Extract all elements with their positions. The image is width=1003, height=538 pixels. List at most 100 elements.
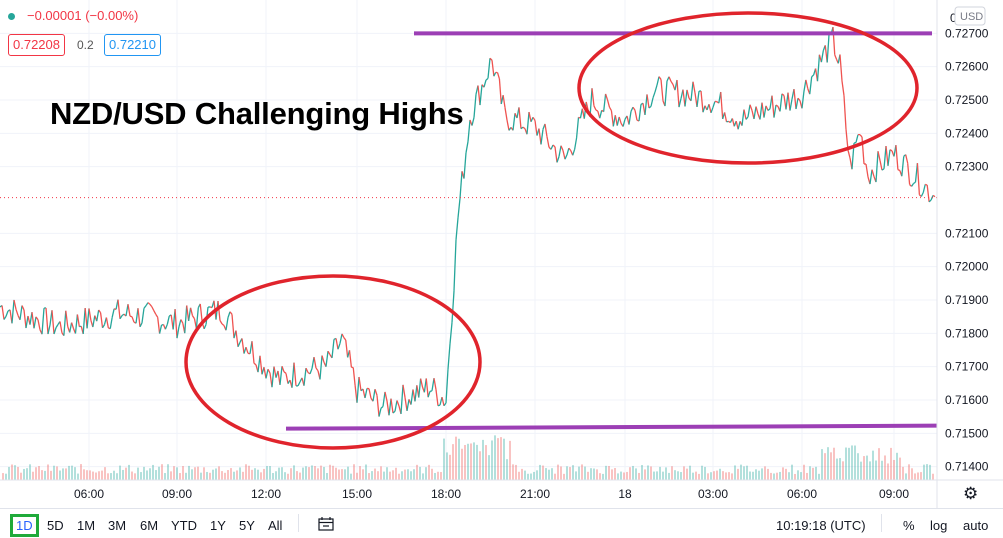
price-segment	[529, 112, 531, 122]
range-all-button[interactable]: All	[268, 518, 282, 533]
volume-bar	[848, 448, 850, 480]
volume-bar	[806, 473, 808, 480]
price-segment	[896, 145, 898, 169]
volume-bar	[317, 468, 319, 480]
volume-bar	[728, 472, 730, 480]
log-toggle[interactable]: log	[930, 518, 947, 533]
price-segment	[286, 373, 288, 383]
auto-toggle[interactable]: auto	[963, 518, 988, 533]
price-segment	[460, 171, 462, 198]
volume-bar	[224, 473, 226, 480]
volume-bar	[485, 445, 487, 480]
volume-bar	[68, 466, 70, 480]
y-tick-label: 0.71400	[945, 460, 989, 474]
sell-price-box[interactable]: 0.72208	[8, 34, 65, 56]
price-chart[interactable]: 0.7220700:42 0.727000.726000.725000.7240…	[0, 0, 1003, 508]
volume-bar	[905, 473, 907, 480]
volume-bar	[245, 464, 247, 480]
volume-bar	[491, 440, 493, 480]
price-segment	[541, 129, 543, 144]
price-segment	[596, 110, 598, 111]
volume-bar	[410, 471, 412, 480]
price-segment	[547, 137, 549, 147]
volume-bar	[290, 468, 292, 480]
price-segment	[577, 117, 579, 138]
volume-bar	[473, 442, 475, 480]
price-segment	[639, 104, 641, 121]
settings-gear-icon[interactable]: ⚙	[963, 484, 978, 503]
volume-bar	[734, 465, 736, 480]
volume-bar	[560, 466, 562, 480]
price-segment	[810, 77, 812, 94]
price-segment	[619, 117, 621, 123]
price-segment	[6, 311, 8, 316]
range-ytd-button[interactable]: YTD	[171, 518, 197, 533]
volume-bar	[101, 471, 103, 480]
volume-bar	[665, 467, 667, 480]
price-segment	[794, 89, 796, 109]
utc-clock[interactable]: 10:19:18 (UTC)	[776, 518, 866, 533]
range-1d-button[interactable]: 1D	[10, 514, 39, 537]
currency-label: USD	[960, 11, 983, 23]
volume-bar	[140, 472, 142, 480]
price-segment	[870, 170, 872, 184]
range-1y-button[interactable]: 1Y	[210, 518, 226, 533]
price-segment	[379, 408, 381, 416]
price-segment	[854, 142, 856, 143]
price-segment	[407, 399, 409, 411]
range-5d-button[interactable]: 5D	[47, 518, 64, 533]
price-segment	[594, 106, 596, 110]
price-segment	[561, 146, 563, 151]
volume-bar	[650, 466, 652, 480]
price-segment	[606, 94, 608, 100]
range-5y-button[interactable]: 5Y	[239, 518, 255, 533]
volume-bar	[425, 467, 427, 480]
date-range-icon[interactable]	[318, 517, 334, 535]
price-segment	[600, 110, 602, 118]
price-segment	[430, 391, 432, 392]
buy-price-box[interactable]: 0.72210	[104, 34, 161, 56]
volume-bar	[173, 466, 175, 480]
range-1m-button[interactable]: 1M	[77, 518, 95, 533]
volume-bar	[842, 461, 844, 480]
price-segment	[304, 368, 306, 386]
price-segment	[99, 310, 101, 313]
volume-bar	[113, 471, 115, 480]
volume-bar	[686, 469, 688, 480]
price-segment	[340, 334, 342, 343]
price-segment	[742, 110, 744, 126]
price-segment	[2, 306, 4, 320]
volume-bar	[149, 468, 151, 480]
volume-bar	[722, 471, 724, 480]
range-6m-button[interactable]: 6M	[140, 518, 158, 533]
x-tick-label: 06:00	[74, 487, 104, 501]
volume-bar	[824, 453, 826, 480]
volume-bar	[98, 471, 100, 480]
volume-bar	[398, 474, 400, 480]
price-segment	[52, 310, 54, 334]
volume-bar	[902, 467, 904, 480]
volume-bar	[134, 473, 136, 480]
volume-bar	[818, 474, 820, 480]
volume-bar	[488, 455, 490, 480]
volume-bar	[596, 469, 598, 480]
price-segment	[494, 72, 496, 76]
range-3m-button[interactable]: 3M	[108, 518, 126, 533]
volume-bar	[446, 452, 448, 480]
price-change: −0.00001 (−0.00%)	[8, 8, 138, 23]
volume-bar	[14, 465, 16, 480]
percent-toggle[interactable]: %	[903, 518, 915, 533]
price-segment	[26, 316, 28, 328]
volume-bar	[38, 466, 40, 480]
volume-bar	[257, 470, 259, 480]
volume-bar	[884, 455, 886, 480]
price-segment	[144, 306, 146, 309]
price-segment	[272, 367, 274, 388]
price-segment	[527, 112, 529, 134]
volume-bar	[47, 465, 49, 480]
price-segment	[101, 313, 103, 328]
volume-bar	[188, 466, 190, 480]
volume-bar	[617, 473, 619, 480]
volume-bar	[371, 471, 373, 480]
